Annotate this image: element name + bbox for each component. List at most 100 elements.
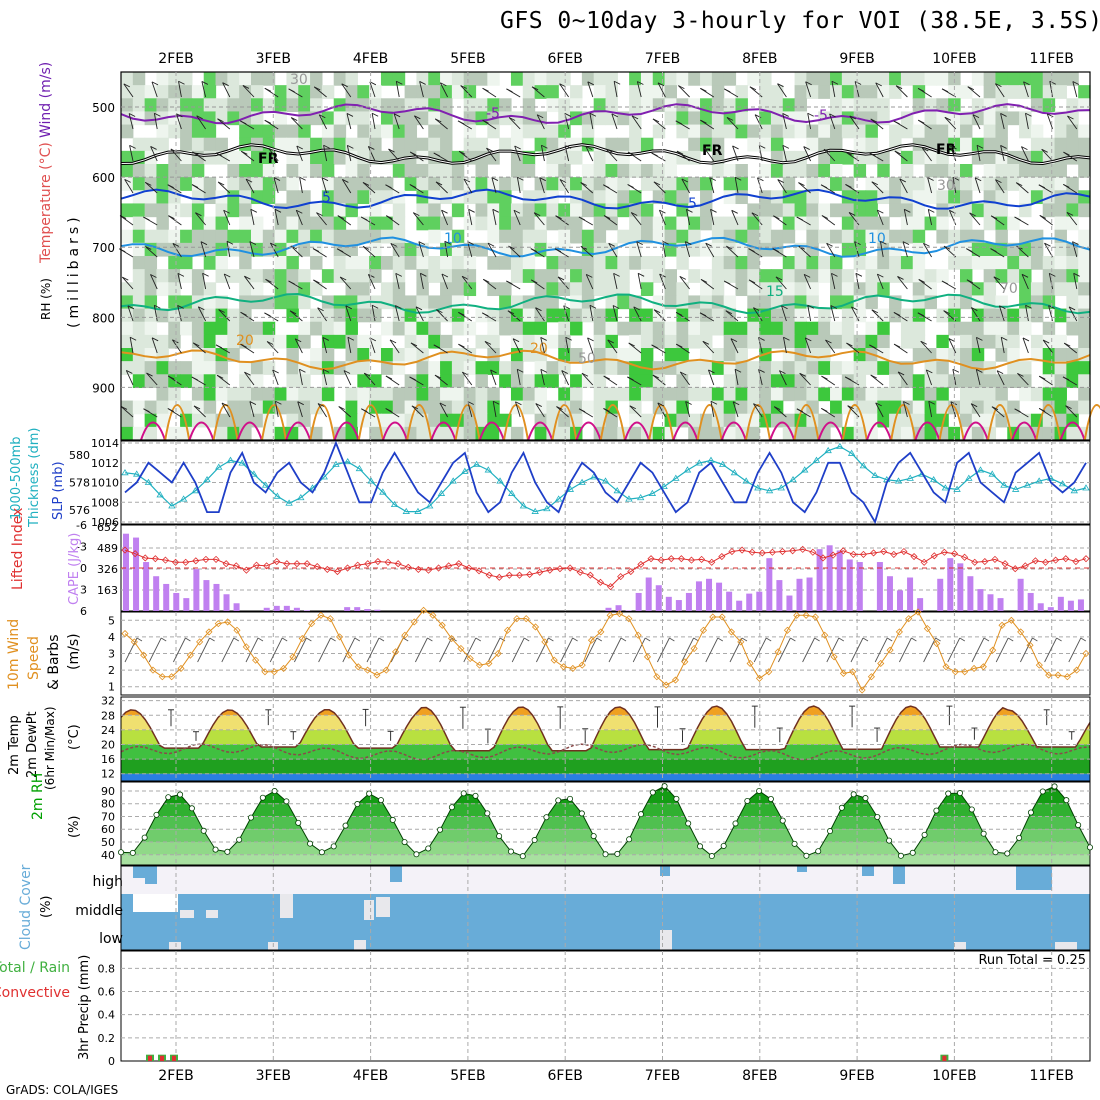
wind-barb-feather bbox=[918, 279, 925, 283]
wind-barb bbox=[944, 117, 957, 130]
rh-cell bbox=[960, 413, 973, 428]
wind-barb bbox=[950, 401, 957, 418]
dewpoint-line bbox=[120, 743, 1091, 761]
wind-barb bbox=[702, 341, 715, 354]
rh-cell bbox=[865, 72, 878, 86]
wind-barb bbox=[128, 113, 134, 130]
rh-cell bbox=[357, 269, 370, 283]
rh-cell bbox=[841, 229, 855, 244]
li-point bbox=[222, 560, 230, 568]
wind-barb-feather bbox=[554, 248, 562, 253]
rh-cell bbox=[735, 387, 748, 402]
wind-barb bbox=[903, 401, 908, 418]
wind-point bbox=[877, 659, 885, 668]
wind-point bbox=[466, 654, 474, 663]
wind-point bbox=[1073, 666, 1081, 674]
wind-barb bbox=[508, 245, 521, 258]
rh-cell bbox=[510, 256, 524, 270]
rh-cell bbox=[132, 308, 146, 323]
rh-cell bbox=[1054, 282, 1067, 297]
cape-bar bbox=[615, 605, 622, 611]
wind-point bbox=[550, 656, 558, 664]
rh-cell bbox=[534, 85, 548, 99]
li-point bbox=[1041, 558, 1050, 566]
rh-cell bbox=[463, 361, 477, 375]
rh-cell bbox=[392, 321, 406, 336]
rh-cell bbox=[522, 308, 536, 323]
wind-barb-feather bbox=[409, 184, 417, 188]
rh-cell bbox=[593, 216, 607, 231]
wind-barb-feather bbox=[796, 408, 804, 413]
rh-cell bbox=[392, 124, 406, 139]
rh-cell bbox=[392, 413, 406, 428]
wind-barb bbox=[299, 177, 303, 194]
rh-cell bbox=[522, 124, 536, 139]
rh-cell bbox=[924, 387, 937, 402]
rh-cell bbox=[830, 387, 843, 402]
rh-cell bbox=[936, 269, 949, 283]
wind-barb bbox=[708, 369, 715, 386]
rh-cell bbox=[640, 98, 654, 113]
rh-cell bbox=[156, 374, 169, 389]
rh-cell bbox=[215, 229, 228, 244]
rh-cell bbox=[1042, 374, 1056, 389]
rh-point bbox=[448, 804, 455, 811]
rh-cell bbox=[298, 203, 311, 218]
thickness-point bbox=[554, 495, 563, 502]
rh-cell bbox=[1066, 400, 1079, 415]
wind-barb bbox=[1042, 339, 1053, 354]
wind-point bbox=[149, 666, 157, 674]
rh-cell bbox=[191, 124, 205, 139]
rh-cell bbox=[593, 400, 607, 415]
wind-point bbox=[1035, 661, 1043, 669]
rh-cell bbox=[274, 242, 288, 257]
wind-barb bbox=[921, 147, 932, 162]
wind-point bbox=[447, 634, 456, 643]
wind-barb-feather bbox=[226, 240, 234, 245]
rh-cell bbox=[806, 321, 819, 336]
rh-cell bbox=[924, 216, 937, 231]
wind-barb-feather bbox=[941, 280, 949, 285]
wind-barb-feather bbox=[420, 272, 427, 277]
wind-barb bbox=[826, 243, 836, 258]
rh-cell bbox=[546, 177, 559, 191]
rh-cell bbox=[357, 164, 370, 178]
rh-cell bbox=[558, 164, 571, 178]
rh-cell bbox=[168, 111, 181, 126]
wind-barb-feather bbox=[779, 370, 786, 375]
wind-barb bbox=[754, 114, 763, 130]
wind-barb-feather bbox=[264, 119, 271, 124]
rh-cell bbox=[924, 150, 937, 165]
rh-cell bbox=[534, 282, 548, 297]
rh-cell bbox=[983, 282, 997, 297]
cape-bar bbox=[645, 577, 652, 611]
li-point bbox=[445, 562, 453, 570]
rh-cell bbox=[629, 400, 642, 415]
rh-cell bbox=[392, 256, 406, 270]
rh-point bbox=[188, 805, 195, 812]
wind-barb bbox=[829, 113, 836, 130]
rh-cell bbox=[428, 374, 441, 389]
rh-cell bbox=[806, 164, 819, 178]
thickness-point bbox=[871, 471, 879, 478]
rh-cell bbox=[546, 400, 559, 415]
rh-cell bbox=[640, 321, 654, 336]
rh-cell bbox=[995, 137, 1008, 152]
precip-total-label: Total / Rain bbox=[0, 960, 70, 976]
rh-cell bbox=[818, 72, 831, 86]
rh-cell bbox=[546, 72, 559, 86]
wind-barb-feather bbox=[144, 246, 152, 250]
rh-cell bbox=[912, 85, 926, 99]
surface-isotherm bbox=[236, 421, 263, 441]
rh-cell bbox=[475, 190, 488, 205]
rh-cell bbox=[404, 348, 418, 362]
rh-cell bbox=[711, 387, 725, 402]
surface-barb bbox=[1068, 637, 1082, 663]
rh-cell bbox=[215, 426, 228, 441]
rh-cell bbox=[227, 334, 240, 349]
wind-point bbox=[438, 621, 446, 629]
thickness-point bbox=[672, 474, 680, 481]
rh-shading bbox=[121, 72, 1091, 441]
thickness-point bbox=[988, 470, 996, 477]
bottom-date-labels: 2FEB 3FEB 4FEB 5FEB 6FEB 7FEB 8FEB 9FEB 10FEB 11F… bbox=[158, 1068, 1074, 1084]
